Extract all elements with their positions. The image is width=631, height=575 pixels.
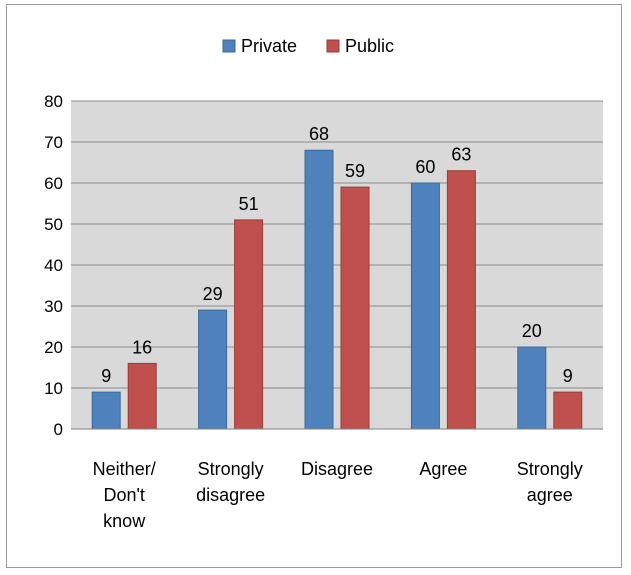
y-tick-label: 10 — [44, 379, 63, 398]
x-tick-label: Disagree — [301, 459, 373, 479]
y-tick-label: 40 — [44, 256, 63, 275]
y-axis-ticks: 0 10 20 30 40 50 60 70 80 — [44, 92, 63, 439]
bar-private — [304, 149, 334, 430]
data-label: 16 — [132, 337, 152, 357]
legend-label-private: Private — [241, 36, 297, 56]
y-tick-label: 80 — [44, 92, 63, 111]
data-labels: 9 16 29 51 68 59 60 63 20 9 — [101, 124, 573, 386]
bar-private — [91, 391, 121, 430]
x-tick-label: Strongly disagree — [196, 459, 265, 505]
y-tick-label: 50 — [44, 215, 63, 234]
y-tick-label: 70 — [44, 133, 63, 152]
data-label: 20 — [522, 321, 542, 341]
data-label: 51 — [239, 194, 259, 214]
bar-public — [340, 186, 370, 430]
x-tick-label: Agree — [419, 459, 467, 479]
y-tick-label: 60 — [44, 174, 63, 193]
bar-public — [553, 391, 583, 430]
legend-swatch-private — [222, 39, 236, 53]
data-label: 68 — [309, 124, 329, 144]
data-label: 29 — [203, 284, 223, 304]
bar-public — [234, 219, 264, 430]
bar-private — [198, 309, 228, 430]
bar-private — [517, 346, 547, 430]
legend-label-public: Public — [345, 36, 394, 56]
bar-public — [446, 170, 476, 430]
bar-chart: Private Public 0 10 20 30 40 50 60 70 80 9 16 29 51 6… — [44, 36, 603, 531]
x-tick-label: Strongly agree — [517, 459, 583, 505]
data-label: 60 — [415, 157, 435, 177]
data-label: 9 — [101, 366, 111, 386]
bar-private — [410, 182, 440, 430]
y-tick-label: 0 — [54, 420, 63, 439]
legend-swatch-public — [326, 39, 340, 53]
x-tick-label: Neither/Don't know — [93, 459, 156, 531]
y-tick-label: 30 — [44, 297, 63, 316]
y-tick-label: 20 — [44, 338, 63, 357]
bars — [91, 149, 583, 430]
data-label: 59 — [345, 161, 365, 181]
legend: Private Public — [222, 36, 394, 56]
x-axis-ticks: Neither/Don't know Strongly disagree Disagre… — [93, 459, 583, 531]
chart-frame: Private Public 0 10 20 30 40 50 60 70 80 9 16 29 51 6… — [6, 4, 622, 568]
bar-public — [127, 362, 157, 430]
data-label: 9 — [563, 366, 573, 386]
data-label: 63 — [451, 145, 471, 165]
